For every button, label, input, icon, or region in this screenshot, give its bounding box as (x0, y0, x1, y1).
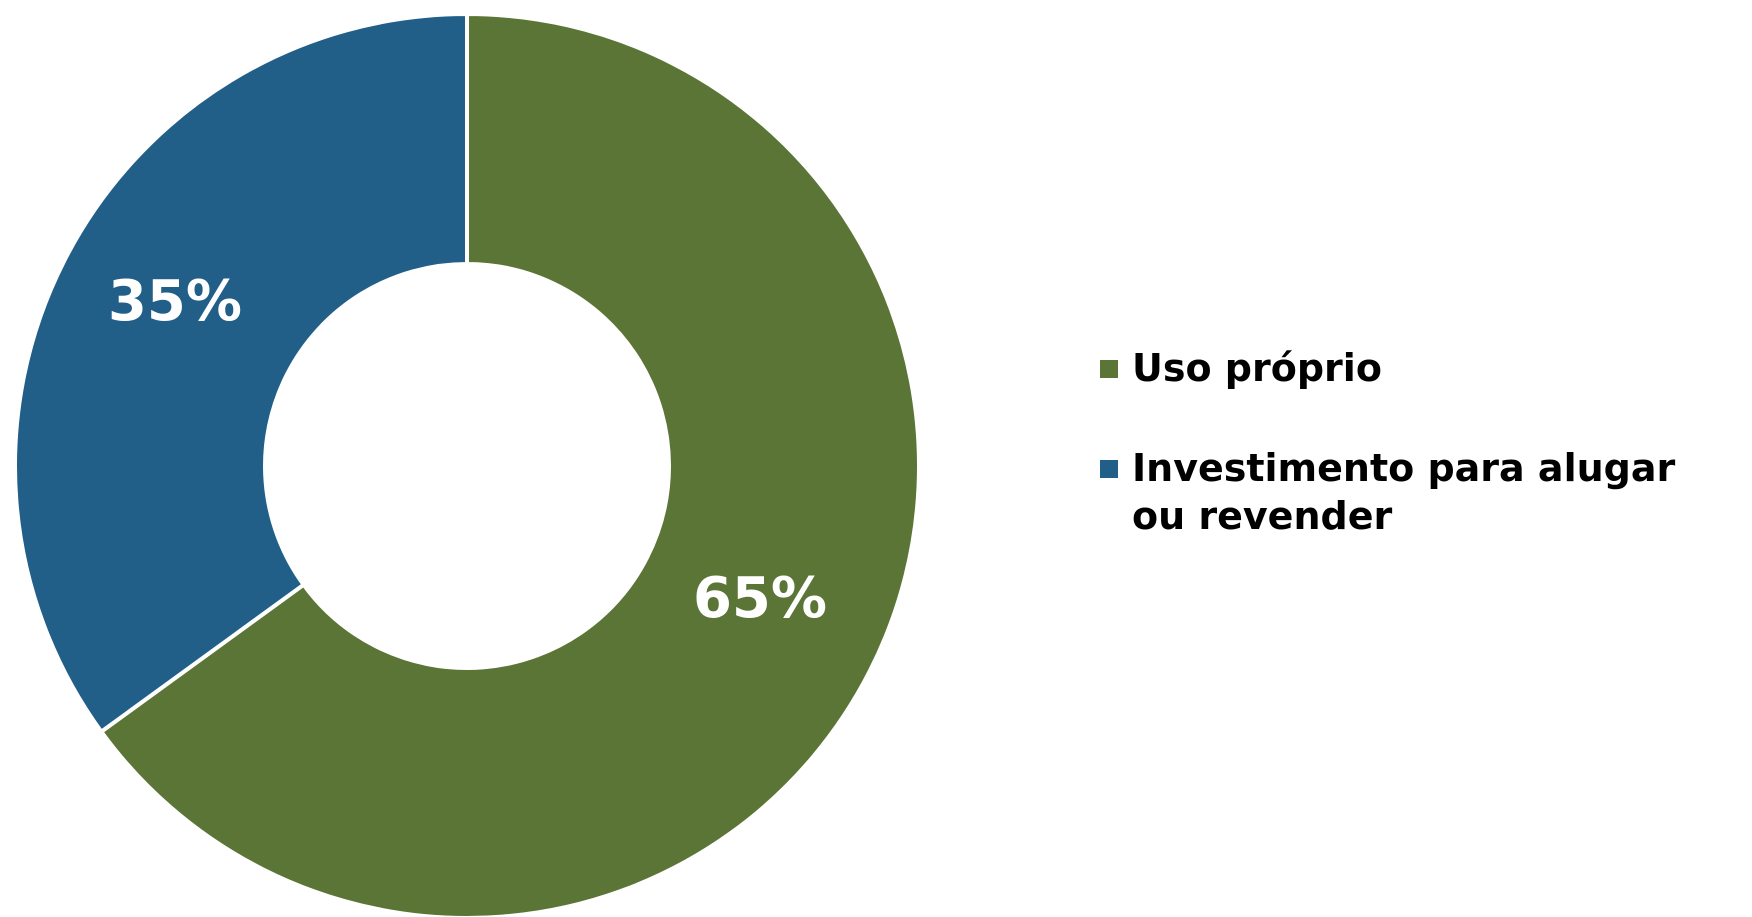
legend-item-investimento: Investimento para alugar ou revender (1100, 444, 1740, 540)
donut-labels: 65% 35% (108, 269, 827, 631)
donut-slice (13, 11, 469, 735)
donut-slices (13, 11, 921, 917)
legend-item-uso-proprio: Uso próprio (1100, 344, 1740, 392)
slice-value-label: 65% (693, 566, 827, 631)
donut-slice (98, 11, 921, 917)
slice-value-label: 35% (108, 269, 242, 334)
legend-label: Uso próprio (1132, 346, 1382, 390)
chart-legend: Uso próprio Investimento para alugar ou … (1100, 344, 1740, 592)
legend-swatch (1100, 360, 1118, 378)
legend-label: Investimento para alugar ou revender (1132, 446, 1676, 538)
legend-swatch (1100, 460, 1118, 478)
